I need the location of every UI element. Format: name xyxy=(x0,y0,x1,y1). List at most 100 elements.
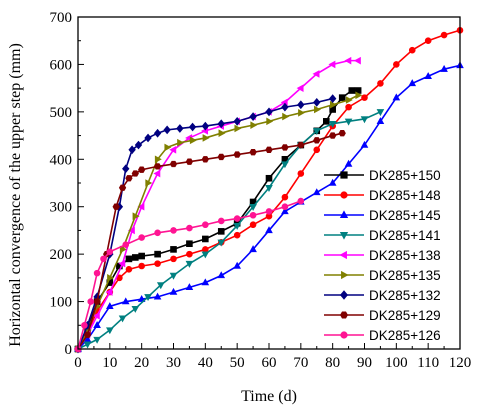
data-point xyxy=(169,160,178,168)
data-point xyxy=(377,80,384,87)
data-point xyxy=(328,178,337,186)
x-tick-label: 40 xyxy=(198,355,213,371)
data-point xyxy=(188,122,197,132)
data-point xyxy=(186,240,193,248)
data-point xyxy=(361,94,368,101)
legend-label: DK285+141 xyxy=(369,228,441,243)
data-point xyxy=(265,174,273,182)
x-tick-label: 110 xyxy=(417,355,439,371)
legend-label: DK285+132 xyxy=(369,288,441,303)
data-point xyxy=(169,145,177,154)
x-tick-label: 30 xyxy=(166,355,181,371)
data-point xyxy=(131,170,139,177)
data-point xyxy=(376,109,385,117)
data-point xyxy=(156,282,165,290)
series-DK285+148 xyxy=(74,26,464,353)
data-point xyxy=(119,245,127,254)
legend-marker xyxy=(339,210,349,218)
series-line xyxy=(77,97,333,350)
legend-marker xyxy=(340,331,348,339)
data-point xyxy=(218,129,226,138)
legend-marker xyxy=(339,232,349,240)
legend-entry: DK285+129 xyxy=(324,308,441,323)
data-point xyxy=(329,132,337,139)
data-point xyxy=(424,72,432,79)
data-point xyxy=(440,64,448,72)
data-point xyxy=(249,204,257,211)
data-point xyxy=(265,226,273,234)
data-point xyxy=(153,292,162,300)
data-point xyxy=(217,153,225,161)
data-point xyxy=(265,146,273,153)
y-tick-label: 700 xyxy=(50,10,73,26)
data-point xyxy=(100,255,107,263)
legend-label: DK285+150 xyxy=(369,168,441,183)
data-point xyxy=(176,124,184,133)
data-point xyxy=(81,321,88,329)
data-point xyxy=(233,116,241,126)
data-point xyxy=(137,294,146,302)
tick-layer: 0 10 20 30 40 50 60 70 80 90 100 110 120 0 100 200 300 40… xyxy=(50,10,472,371)
legend-marker xyxy=(340,191,348,199)
data-point xyxy=(127,226,135,235)
data-point xyxy=(338,94,346,101)
legend-label: DK285+129 xyxy=(369,308,441,323)
data-point xyxy=(177,138,185,147)
data-point xyxy=(106,248,114,256)
data-point xyxy=(83,341,92,349)
data-point xyxy=(249,221,257,229)
x-tick-label: 70 xyxy=(293,355,308,371)
data-point xyxy=(93,269,101,277)
data-point xyxy=(92,311,100,320)
data-point xyxy=(265,185,273,192)
y-tick-label: 400 xyxy=(50,152,73,168)
data-point xyxy=(138,262,145,270)
data-point xyxy=(249,245,257,253)
data-point xyxy=(376,117,385,125)
legend-entry: DK285+138 xyxy=(324,248,441,263)
data-point xyxy=(424,37,432,45)
data-point xyxy=(125,266,133,273)
series-line xyxy=(77,94,359,350)
data-point xyxy=(281,144,289,151)
data-point xyxy=(169,287,178,295)
series-DK285+141 xyxy=(74,109,385,354)
data-point xyxy=(344,118,353,126)
legend-entry: DK285+132 xyxy=(324,288,441,303)
y-tick-label: 600 xyxy=(50,57,73,73)
series-layer xyxy=(73,26,464,354)
data-point xyxy=(393,61,400,68)
data-point xyxy=(201,278,210,286)
data-point xyxy=(93,298,101,305)
data-point xyxy=(217,271,226,279)
data-point xyxy=(233,222,241,230)
legend-entry: DK285+150 xyxy=(324,168,441,183)
data-point xyxy=(360,140,369,148)
data-point xyxy=(298,108,306,117)
x-tick-label: 100 xyxy=(385,355,408,371)
data-point xyxy=(217,228,225,235)
data-point xyxy=(233,215,241,222)
data-point xyxy=(313,98,321,107)
legend-label: DK285+138 xyxy=(369,248,441,263)
data-point xyxy=(281,207,289,215)
data-point xyxy=(164,143,172,152)
data-point xyxy=(170,246,177,253)
series-line xyxy=(77,64,461,350)
x-tick-label: 0 xyxy=(74,355,82,371)
x-tick-label: 60 xyxy=(262,355,277,371)
legend-entry: DK285+135 xyxy=(324,268,441,283)
data-point xyxy=(93,321,101,328)
data-point xyxy=(154,155,162,164)
data-point xyxy=(297,197,305,205)
data-point xyxy=(138,252,145,260)
data-point xyxy=(355,91,363,100)
data-point xyxy=(233,261,241,269)
data-point xyxy=(186,250,193,258)
data-point xyxy=(281,161,289,169)
series-line xyxy=(77,132,343,350)
data-point xyxy=(338,130,346,137)
data-point xyxy=(281,102,289,112)
data-point xyxy=(392,93,401,101)
